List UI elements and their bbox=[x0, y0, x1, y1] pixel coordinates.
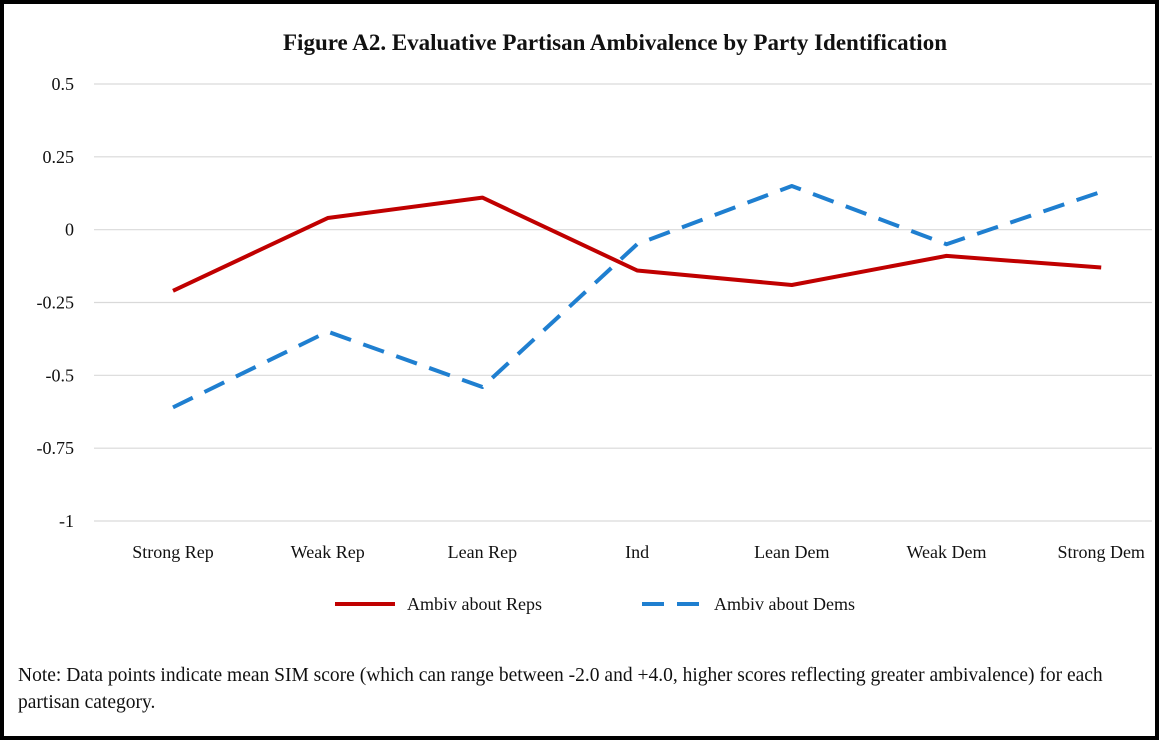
y-tick-label: 0.25 bbox=[43, 147, 75, 167]
y-axis-ticks: 0.5 0.25 0 -0.25 -0.5 -0.75 -1 bbox=[37, 74, 75, 531]
gridlines bbox=[94, 83, 1152, 522]
series-line-2 bbox=[172, 183, 1102, 410]
figure-frame: Figure A2. Evaluative Partisan Ambivalen… bbox=[4, 4, 1155, 736]
y-tick-label: 0 bbox=[65, 220, 74, 240]
y-tick-label: -0.5 bbox=[46, 365, 75, 385]
legend-label: Ambiv about Reps bbox=[407, 594, 542, 614]
y-tick-label: -1 bbox=[59, 511, 74, 531]
figure-note: Note: Data points indicate mean SIM scor… bbox=[18, 665, 1103, 713]
series-line-1 bbox=[172, 195, 1102, 293]
x-tick-label: Lean Rep bbox=[448, 542, 517, 562]
legend: Ambiv about Reps Ambiv about Dems bbox=[335, 594, 855, 614]
line-chart: Figure A2. Evaluative Partisan Ambivalen… bbox=[37, 30, 1152, 614]
y-tick-label: 0.5 bbox=[52, 74, 75, 94]
x-tick-label: Weak Dem bbox=[906, 542, 986, 562]
x-tick-label: Weak Rep bbox=[291, 542, 365, 562]
x-tick-label: Strong Rep bbox=[132, 542, 214, 562]
x-tick-label: Ind bbox=[625, 542, 649, 562]
chart-title: Figure A2. Evaluative Partisan Ambivalen… bbox=[283, 30, 947, 55]
x-tick-label: Strong Dem bbox=[1057, 542, 1145, 562]
x-axis-ticks: Strong Rep Weak Rep Lean Rep Ind Lean Dem Wea… bbox=[132, 542, 1145, 562]
y-tick-label: -0.75 bbox=[37, 438, 75, 458]
y-tick-label: -0.25 bbox=[37, 293, 75, 313]
legend-label: Ambiv about Dems bbox=[714, 594, 855, 614]
x-tick-label: Lean Dem bbox=[754, 542, 829, 562]
series-lines bbox=[172, 183, 1102, 410]
